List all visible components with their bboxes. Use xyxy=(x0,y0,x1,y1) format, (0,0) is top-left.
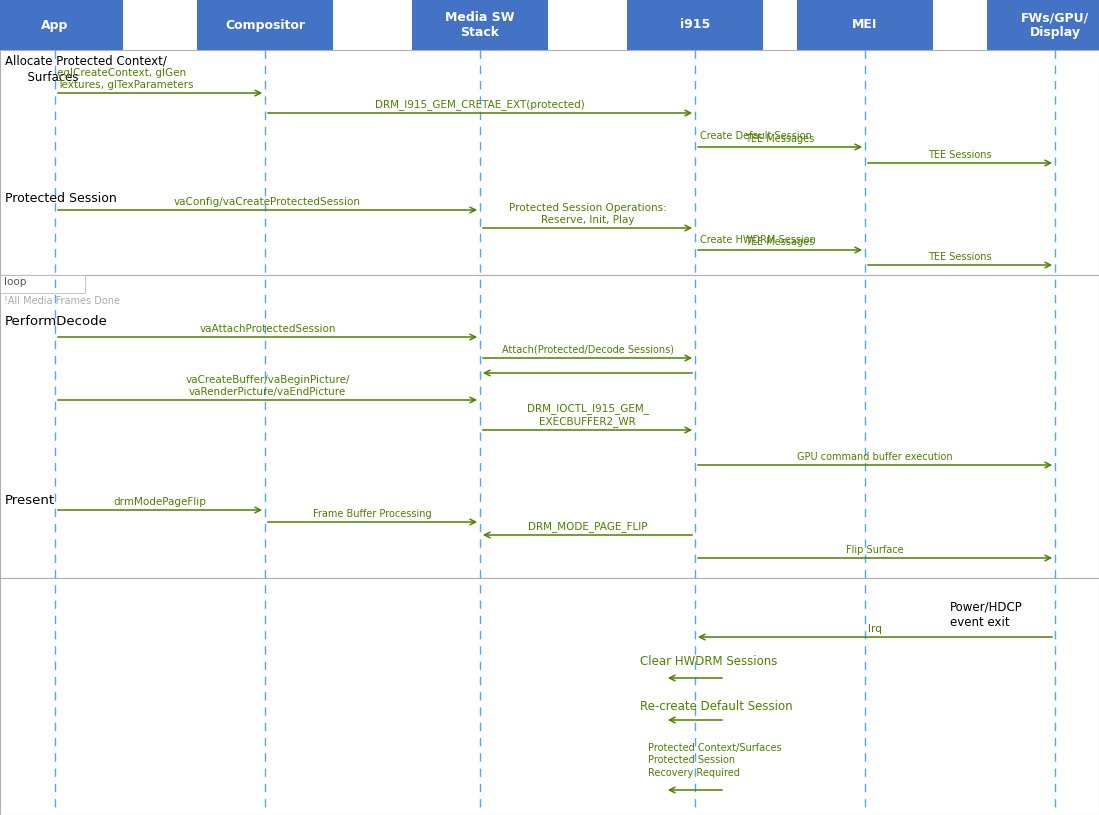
Bar xyxy=(0,275,85,293)
Text: Protected Context/Surfaces
Protected Session
Recovery Required: Protected Context/Surfaces Protected Ses… xyxy=(648,743,781,778)
Bar xyxy=(0,50,1099,275)
Text: !All Media Frames Done: !All Media Frames Done xyxy=(4,296,120,306)
Text: Present: Present xyxy=(5,494,55,507)
Text: Protected Session: Protected Session xyxy=(5,192,116,205)
Text: vaConfig/vaCreateProtectedSession: vaConfig/vaCreateProtectedSession xyxy=(174,197,360,207)
Text: Frame Buffer Processing: Frame Buffer Processing xyxy=(313,509,432,519)
Text: GPU command buffer execution: GPU command buffer execution xyxy=(797,452,953,462)
Text: eglCreateContext, glGen
Textures, glTexParameters: eglCreateContext, glGen Textures, glTexP… xyxy=(57,68,193,90)
Bar xyxy=(0,275,1099,578)
Text: FWs/GPU/
Display: FWs/GPU/ Display xyxy=(1021,11,1089,39)
Text: MEI: MEI xyxy=(853,19,878,32)
Text: DRM_MODE_PAGE_FLIP: DRM_MODE_PAGE_FLIP xyxy=(528,521,647,532)
Text: vaCreateBuffer/vaBeginPicture/
vaRenderPicture/vaEndPicture: vaCreateBuffer/vaBeginPicture/ vaRenderP… xyxy=(186,376,349,397)
Text: Create HWDRM Session: Create HWDRM Session xyxy=(700,235,815,245)
Text: TEE Sessions: TEE Sessions xyxy=(929,150,991,160)
Text: PerformDecode: PerformDecode xyxy=(5,315,108,328)
Bar xyxy=(197,0,333,50)
Text: Power/HDCP
event exit: Power/HDCP event exit xyxy=(950,600,1023,629)
Text: Protected Session Operations:
Reserve, Init, Play: Protected Session Operations: Reserve, I… xyxy=(509,204,666,225)
Text: Allocate Protected Context/
      Surfaces: Allocate Protected Context/ Surfaces xyxy=(5,55,167,84)
Text: Compositor: Compositor xyxy=(225,19,306,32)
Text: Re-create Default Session: Re-create Default Session xyxy=(640,700,792,713)
Bar xyxy=(0,578,1099,815)
Text: drmModePageFlip: drmModePageFlip xyxy=(113,497,207,507)
Text: Flip Surface: Flip Surface xyxy=(846,545,903,555)
Bar xyxy=(0,0,123,50)
Text: DRM_I915_GEM_CRETAE_EXT(protected): DRM_I915_GEM_CRETAE_EXT(protected) xyxy=(375,99,585,110)
Bar xyxy=(797,0,933,50)
Text: App: App xyxy=(42,19,68,32)
Text: TEE Messages: TEE Messages xyxy=(745,134,814,144)
Text: TEE Messages: TEE Messages xyxy=(745,237,814,247)
Text: Create Default Session: Create Default Session xyxy=(700,131,812,141)
Text: vaAttachProtectedSession: vaAttachProtectedSession xyxy=(199,324,336,334)
Text: Clear HWDRM Sessions: Clear HWDRM Sessions xyxy=(640,655,777,668)
Text: TEE Sessions: TEE Sessions xyxy=(929,252,991,262)
Text: Attach(Protected/Decode Sessions): Attach(Protected/Decode Sessions) xyxy=(501,345,674,355)
Text: Media SW
Stack: Media SW Stack xyxy=(445,11,514,39)
Bar xyxy=(987,0,1099,50)
Text: Irq: Irq xyxy=(868,624,881,634)
Text: DRM_IOCTL_I915_GEM_
EXECBUFFER2_WR: DRM_IOCTL_I915_GEM_ EXECBUFFER2_WR xyxy=(526,403,648,427)
Bar xyxy=(628,0,763,50)
Text: loop: loop xyxy=(4,277,26,287)
Bar xyxy=(412,0,548,50)
Text: i915: i915 xyxy=(680,19,710,32)
